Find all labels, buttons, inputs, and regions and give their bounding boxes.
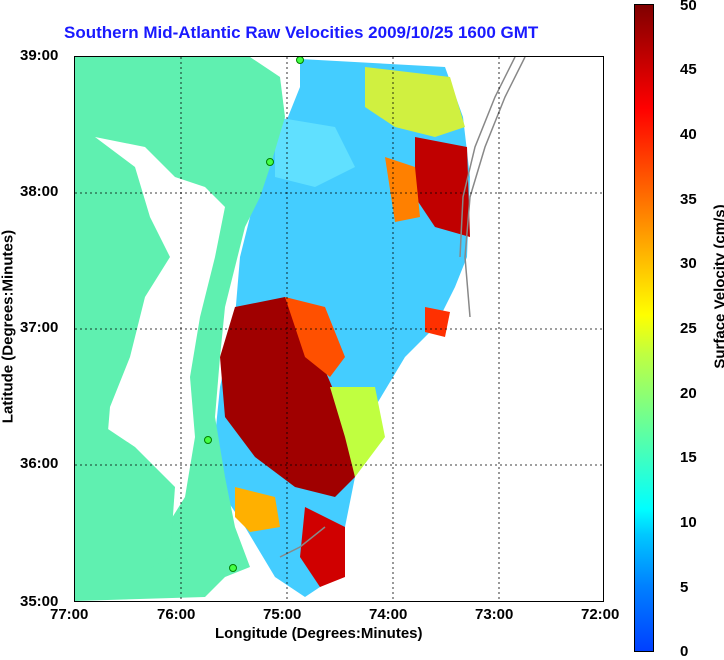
colorbar-tick-label: 15 xyxy=(680,449,697,466)
colorbar-tick-label: 0 xyxy=(680,643,688,660)
x-tick-label: 76:00 xyxy=(157,606,195,623)
colorbar-tick-label: 35 xyxy=(680,191,697,208)
site-marker xyxy=(297,57,304,64)
x-tick-label: 77:00 xyxy=(50,606,88,623)
y-tick-label: 38:00 xyxy=(20,183,58,200)
colorbar-title: Surface Velocity (cm/s) xyxy=(712,187,724,387)
velocity-map xyxy=(75,57,603,601)
colorbar-tick-label: 10 xyxy=(680,514,697,531)
site-marker xyxy=(267,159,274,166)
colorbar-tick-label: 45 xyxy=(680,61,697,78)
colorbar-tick-label: 25 xyxy=(680,320,697,337)
colorbar-tick-label: 50 xyxy=(680,0,697,14)
map-area xyxy=(74,56,604,602)
x-tick-label: 72:00 xyxy=(581,606,619,623)
site-marker xyxy=(230,565,237,572)
y-tick-label: 36:00 xyxy=(20,455,58,472)
y-axis-title: Latitude (Degrees:Minutes) xyxy=(0,227,17,427)
y-tick-label: 37:00 xyxy=(20,319,58,336)
x-tick-label: 75:00 xyxy=(263,606,301,623)
x-tick-label: 74:00 xyxy=(369,606,407,623)
colorbar xyxy=(634,4,654,652)
colorbar-tick-label: 5 xyxy=(680,579,688,596)
colorbar-tick-label: 30 xyxy=(680,255,697,272)
x-axis-title: Longitude (Degrees:Minutes) xyxy=(215,625,423,642)
y-tick-label: 39:00 xyxy=(20,47,58,64)
site-marker xyxy=(205,437,212,444)
colorbar-tick-label: 40 xyxy=(680,126,697,143)
map-title: Southern Mid-Atlantic Raw Velocities 200… xyxy=(64,23,624,43)
x-tick-label: 73:00 xyxy=(475,606,513,623)
colorbar-tick-label: 20 xyxy=(680,385,697,402)
